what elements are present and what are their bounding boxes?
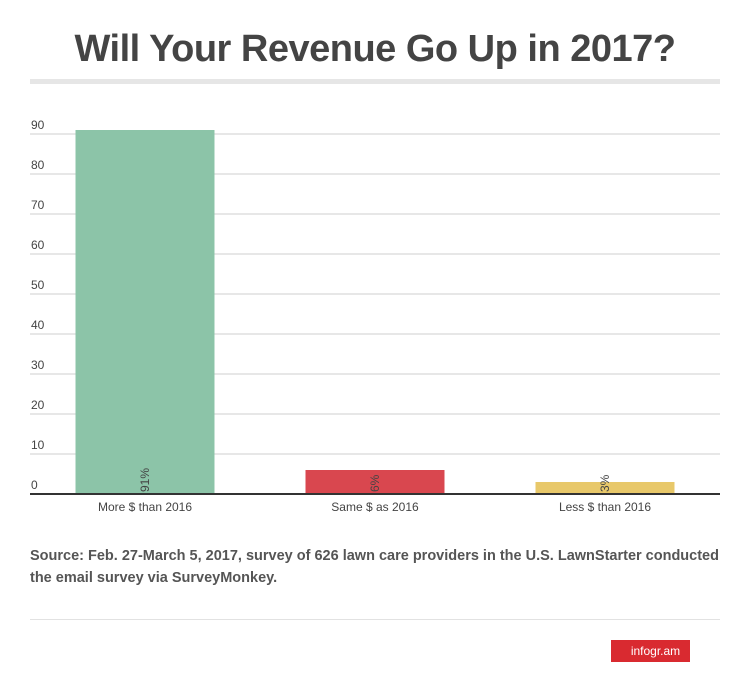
bars: [75, 130, 675, 494]
y-tick-label: 0: [31, 478, 38, 492]
y-tick-label: 30: [31, 358, 45, 372]
infogram-badge[interactable]: infogr.am: [611, 640, 690, 662]
chart-title: Will Your Revenue Go Up in 2017?: [74, 28, 676, 70]
y-tick-label: 10: [31, 438, 45, 452]
bar: [535, 482, 675, 494]
source-note: Source: Feb. 27-March 5, 2017, survey of…: [30, 548, 719, 586]
value-label: 6%: [368, 474, 382, 492]
x-tick-label: More $ than 2016: [98, 500, 192, 514]
x-axis-labels: More $ than 2016 Same $ as 2016 Less $ tha…: [98, 500, 651, 514]
y-tick-label: 40: [31, 318, 45, 332]
x-tick-label: Same $ as 2016: [331, 500, 419, 514]
value-label: 91%: [138, 468, 152, 492]
y-tick-label: 70: [31, 198, 45, 212]
bar: [305, 470, 445, 494]
bar-chart: 0 10 20 30 40 50 60 70 80 90 91% 6% 3% More $ than …: [30, 118, 720, 514]
y-tick-label: 80: [31, 158, 45, 172]
value-label: 3%: [598, 474, 612, 492]
y-axis-ticks: 0 10 20 30 40 50 60 70 80 90: [31, 118, 45, 492]
footer-divider: [30, 619, 720, 620]
value-labels: 91% 6% 3%: [138, 468, 612, 492]
y-tick-label: 90: [31, 118, 45, 132]
title-divider: [30, 79, 720, 84]
y-tick-label: 60: [31, 238, 45, 252]
x-tick-label: Less $ than 2016: [559, 500, 651, 514]
bar: [75, 130, 215, 494]
y-tick-label: 50: [31, 278, 45, 292]
y-tick-label: 20: [31, 398, 45, 412]
